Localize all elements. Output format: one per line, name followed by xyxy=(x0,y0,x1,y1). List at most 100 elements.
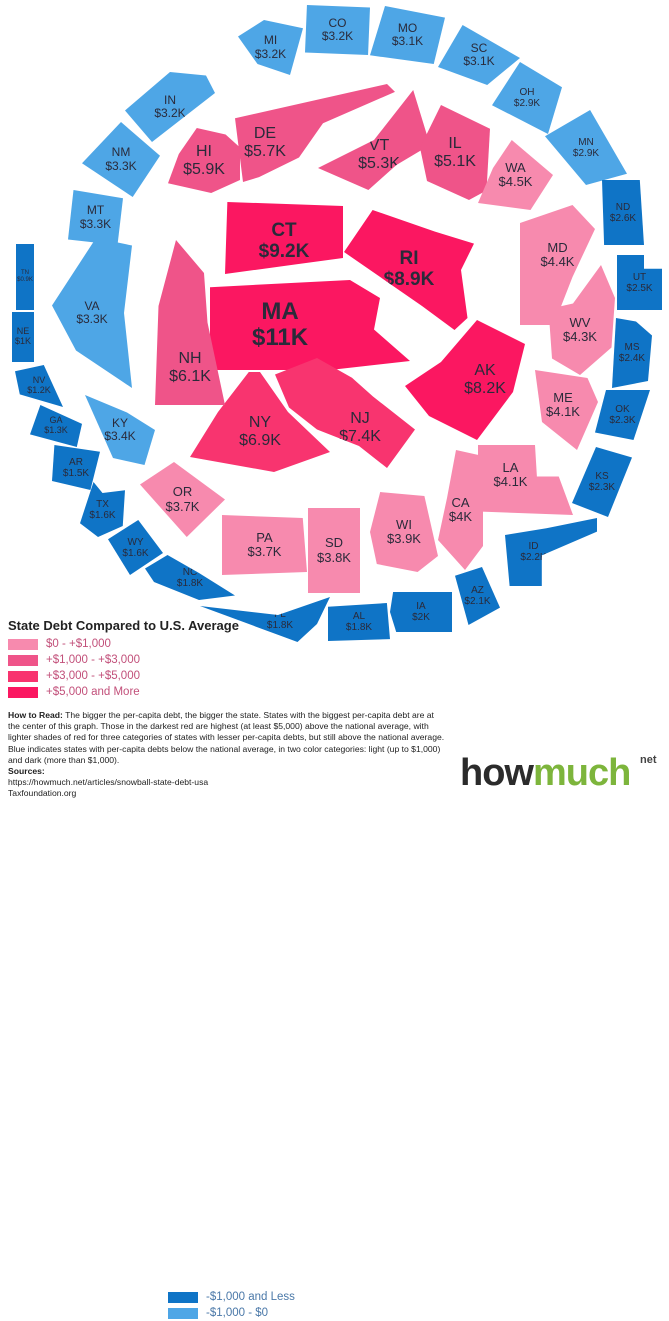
howmuch-logo: howmuch net xyxy=(460,752,657,795)
state-wa: WA $4.5K xyxy=(478,140,553,210)
state-value: $3.9K xyxy=(387,531,421,546)
state-abbr: NC xyxy=(182,566,198,578)
state-value: $3.4K xyxy=(104,429,136,443)
state-abbr: UT xyxy=(632,271,647,283)
state-nv: NV $1.2K xyxy=(15,365,63,407)
state-ut: UT $2.5K xyxy=(617,255,662,310)
state-abbr: MT xyxy=(86,203,105,218)
state-ca: CA $4K xyxy=(438,450,483,570)
state-abbr: OK xyxy=(615,404,630,415)
legend-label: -$1,000 and Less xyxy=(206,1291,295,1303)
state-abbr: HI xyxy=(196,142,212,160)
swatch xyxy=(168,1307,198,1319)
state-abbr: MS xyxy=(624,342,640,353)
logo-much: much xyxy=(532,752,631,794)
state-abbr: MO xyxy=(397,20,418,35)
state-abbr: NH xyxy=(178,349,202,367)
state-value: $11K xyxy=(251,324,309,351)
state-abbr: DE xyxy=(253,125,277,143)
state-value: $4.4K xyxy=(540,254,575,269)
swatch xyxy=(8,686,38,698)
state-abbr: AL xyxy=(352,611,366,622)
state-abbr: KS xyxy=(595,471,609,482)
state-debt-spiral-chart: CT $9.2K RI $8.9K MA $11K AK $8.2K NJ $7… xyxy=(0,0,669,642)
state-nd: ND $2.6K xyxy=(602,180,644,245)
state-va: VA $3.3K xyxy=(52,238,132,388)
state-value: $8.9K xyxy=(383,269,435,290)
state-tx: TX $1.6K xyxy=(80,482,125,537)
state-abbr: NV xyxy=(32,375,46,386)
state-ne: NE $1K xyxy=(12,312,34,362)
state-me: ME $4.1K xyxy=(535,370,598,450)
state-value: $3.3K xyxy=(76,312,108,326)
legend-label: +$5,000 and More xyxy=(46,686,140,698)
how-to-read: How to Read: The bigger the per-capita d… xyxy=(8,710,448,800)
state-value: $2.9K xyxy=(513,98,541,109)
state-pa: PA $3.7K xyxy=(222,515,307,575)
legend-item: +$1,000 - +$3,000 xyxy=(8,652,428,668)
state-value: $3.7K xyxy=(165,498,200,514)
state-value: $1K xyxy=(14,336,31,346)
state-value: $2.2K xyxy=(520,552,547,563)
howto-text: The bigger the per-capita debt, the bigg… xyxy=(8,710,445,765)
state-abbr: TX xyxy=(96,498,109,510)
state-abbr: MD xyxy=(547,239,568,255)
state-value: $1.2K xyxy=(27,385,51,395)
state-abbr: LA xyxy=(502,459,519,475)
state-value: $6.1K xyxy=(169,367,211,385)
source-link[interactable]: https://howmuch.net/articles/snowball-st… xyxy=(8,777,209,788)
legend-label: +$1,000 - +$3,000 xyxy=(46,654,140,666)
state-value: $3.1K xyxy=(463,54,495,68)
state-abbr: OR xyxy=(172,484,193,500)
state-value: $3.2K xyxy=(154,106,186,120)
state-ar: AR $1.5K xyxy=(52,445,100,490)
swatch xyxy=(8,638,38,650)
state-value: $2.4K xyxy=(618,353,646,364)
state-abbr: VT xyxy=(368,137,390,155)
state-abbr: MN xyxy=(578,136,594,148)
state-value: $2.1K xyxy=(464,596,491,607)
legend-label: +$3,000 - +$5,000 xyxy=(46,670,140,682)
state-al: AL $1.8K xyxy=(328,603,390,641)
state-mo: MO $3.1K xyxy=(370,6,445,64)
state-value: $6.9K xyxy=(239,432,281,449)
legend-item: -$1,000 and Less xyxy=(168,1289,295,1305)
state-abbr: VA xyxy=(84,298,100,313)
state-ms: MS $2.4K xyxy=(612,318,652,388)
state-abbr: MA xyxy=(261,297,299,325)
state-abbr: ND xyxy=(615,201,631,213)
state-value: $1.6K xyxy=(89,509,116,521)
state-abbr: KY xyxy=(111,415,128,430)
state-value: $1.3K xyxy=(44,425,68,435)
state-abbr: NM xyxy=(111,145,131,160)
state-abbr: NJ xyxy=(350,410,370,428)
state-abbr: ME xyxy=(553,389,573,405)
state-ma: MA $11K xyxy=(210,280,410,370)
legend-item: -$1,000 - $0 xyxy=(168,1305,295,1321)
state-mt: MT $3.3K xyxy=(68,190,123,245)
state-abbr: TN xyxy=(21,270,29,277)
state-abbr: SC xyxy=(470,40,488,55)
state-abbr: IN xyxy=(164,92,176,107)
state-value: $0.9K xyxy=(17,277,33,283)
state-value: $8.2K xyxy=(464,380,506,397)
state-abbr: AR xyxy=(69,456,83,468)
legend-item: +$3,000 - +$5,000 xyxy=(8,668,428,684)
state-abbr: NE xyxy=(16,326,30,337)
state-abbr: MI xyxy=(263,33,278,48)
state-abbr: GA xyxy=(49,415,63,426)
state-value: $1.8K xyxy=(176,577,204,589)
state-abbr: CA xyxy=(451,494,470,510)
source-text: Taxfoundation.org xyxy=(8,788,77,799)
sources-label: Sources: xyxy=(8,766,45,777)
state-hi: HI $5.9K xyxy=(168,128,240,193)
state-value: $4.1K xyxy=(546,404,580,419)
state-ia: IA $2K xyxy=(390,592,452,632)
state-sc: SC $3.1K xyxy=(438,25,520,85)
state-tn: TN $0.9K xyxy=(16,244,34,310)
state-abbr: WI xyxy=(396,516,412,532)
state-id: ID $2.2K xyxy=(505,518,597,586)
state-value: $2.3K xyxy=(609,415,636,426)
state-abbr: NY xyxy=(248,414,272,432)
state-il: IL $5.1K xyxy=(420,105,490,200)
